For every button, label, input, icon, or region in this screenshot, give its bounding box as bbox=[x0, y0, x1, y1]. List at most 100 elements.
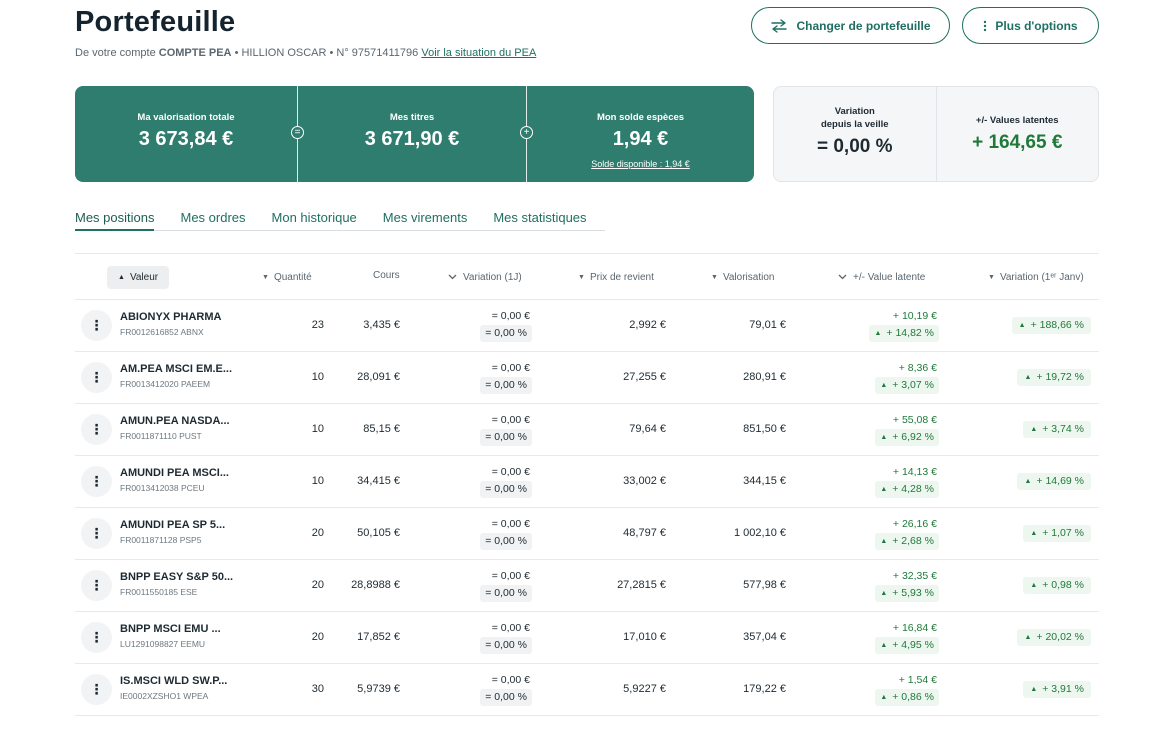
table-row[interactable]: ⋮ BNPP EASY S&P 50... FR0011550185 ESE 2… bbox=[75, 560, 1099, 612]
security-name[interactable]: AMUNDI PEA MSCI... bbox=[120, 467, 229, 479]
latent-value-eur: + 14,13 € bbox=[892, 466, 937, 478]
row-actions-icon[interactable]: ⋮ bbox=[81, 466, 112, 497]
more-options-label: Plus d'options bbox=[995, 18, 1078, 33]
ytd-variation-text: + 14,69 % bbox=[1036, 475, 1084, 487]
daily-variation-eur: = 0,00 € bbox=[491, 622, 530, 634]
latent-value-pct: ▲ + 4,28 % bbox=[875, 481, 939, 498]
sort-down-icon: ▼ bbox=[578, 273, 585, 281]
cost-price-cell: 5,9227 € bbox=[623, 683, 666, 695]
quantity-cell: 20 bbox=[311, 579, 324, 591]
triangle-up-icon: ▲ bbox=[880, 538, 888, 545]
table-row[interactable]: ⋮ AMUN.PEA NASDA... FR0011871110 PUST 10… bbox=[75, 404, 1099, 456]
security-name[interactable]: BNPP MSCI EMU ... bbox=[120, 623, 221, 635]
column-prix-label: Prix de revient bbox=[589, 271, 654, 283]
total-valuation-value: 3 673,84 € bbox=[138, 128, 234, 150]
latent-value-pct: ▲ + 14,82 % bbox=[869, 325, 939, 342]
chevron-down-icon bbox=[448, 274, 457, 280]
triangle-up-icon: ▲ bbox=[880, 590, 888, 597]
sort-up-icon: ▲ bbox=[118, 273, 125, 281]
swap-arrows-icon bbox=[771, 18, 788, 33]
security-name[interactable]: BNPP EASY S&P 50... bbox=[120, 571, 234, 583]
ytd-variation-pct: ▲ + 19,72 % bbox=[1017, 369, 1091, 386]
latent-value-pct: ▲ + 4,95 % bbox=[875, 637, 939, 654]
triangle-up-icon: ▲ bbox=[880, 486, 888, 493]
titles-valuation: = Mes titres 3 671,90 € bbox=[291, 86, 526, 182]
security-isin: FR0011871128 PSP5 bbox=[120, 535, 202, 545]
security-isin: FR0013412038 PCEU bbox=[120, 483, 205, 493]
subtitle-prefix: De votre compte bbox=[75, 47, 156, 59]
table-row[interactable]: ⋮ IS.MSCI WLD SW.P... IE0002XZSHO1 WPEA … bbox=[75, 664, 1099, 716]
tab-positions[interactable]: Mes positions bbox=[75, 210, 155, 231]
cash-value: 1,94 € bbox=[612, 128, 669, 150]
column-header-variation-1j[interactable]: Variation (1J) bbox=[448, 254, 522, 300]
tab-transfers[interactable]: Mes virements bbox=[382, 210, 468, 225]
column-header-variation-janv[interactable]: ▼ Variation (1ᵉʳ Janv) bbox=[988, 254, 1084, 300]
latent-value-cell: + 32,35 € ▲ + 5,93 % bbox=[875, 569, 939, 602]
daily-variation-eur: = 0,00 € bbox=[491, 310, 530, 322]
column-header-valorisation[interactable]: ▼ Valorisation bbox=[711, 254, 774, 300]
column-header-prix-revient[interactable]: ▼ Prix de revient bbox=[578, 254, 654, 300]
triangle-up-icon: ▲ bbox=[1024, 478, 1032, 485]
daily-variation-cell: = 0,00 € = 0,00 % bbox=[480, 517, 532, 550]
ytd-variation-pct: ▲ + 3,91 % bbox=[1023, 681, 1091, 698]
table-row[interactable]: ⋮ ABIONYX PHARMA FR0012616852 ABNX 23 3,… bbox=[75, 300, 1099, 352]
table-row[interactable]: ⋮ AM.PEA MSCI EM.E... FR0013412020 PAEEM… bbox=[75, 352, 1099, 404]
cost-price-cell: 27,2815 € bbox=[617, 579, 666, 591]
daily-variation-cell: = 0,00 € = 0,00 % bbox=[480, 361, 532, 394]
column-variation-1j-label: Variation (1J) bbox=[463, 271, 522, 283]
security-name[interactable]: ABIONYX PHARMA bbox=[120, 311, 222, 323]
security-name[interactable]: AMUN.PEA NASDA... bbox=[120, 415, 230, 427]
ytd-variation-cell: ▲ + 19,72 % bbox=[1017, 368, 1091, 386]
table-row[interactable]: ⋮ BNPP MSCI EMU ... LU1291098827 EEMU 20… bbox=[75, 612, 1099, 664]
security-name[interactable]: AMUNDI PEA SP 5... bbox=[120, 519, 226, 531]
row-actions-icon[interactable]: ⋮ bbox=[81, 414, 112, 445]
daily-variation-pct: = 0,00 % bbox=[480, 481, 532, 498]
row-actions-icon[interactable]: ⋮ bbox=[81, 310, 112, 341]
cost-price-cell: 79,64 € bbox=[629, 423, 666, 435]
ytd-variation-text: + 188,66 % bbox=[1030, 319, 1084, 331]
latent-value-pct: ▲ + 5,93 % bbox=[875, 585, 939, 602]
triangle-up-icon: ▲ bbox=[1030, 426, 1038, 433]
security-isin: LU1291098827 EEMU bbox=[120, 639, 206, 649]
row-actions-icon[interactable]: ⋮ bbox=[81, 674, 112, 705]
latent-values-label: +/- Values latentes bbox=[975, 115, 1059, 126]
tab-statistics[interactable]: Mes statistiques bbox=[493, 210, 587, 225]
chevron-down-icon bbox=[838, 274, 847, 280]
ytd-variation-cell: ▲ + 0,98 % bbox=[1023, 576, 1091, 594]
valuation-cell: 1 002,10 € bbox=[734, 527, 786, 539]
latent-value-pct-text: + 5,93 % bbox=[892, 587, 934, 599]
available-balance-link[interactable]: Solde disponible : 1,94 € bbox=[591, 159, 690, 169]
table-row[interactable]: ⋮ AMUNDI PEA SP 5... FR0011871128 PSP5 2… bbox=[75, 508, 1099, 560]
daily-variation-eur: = 0,00 € bbox=[491, 362, 530, 374]
security-isin: FR0012616852 ABNX bbox=[120, 327, 204, 337]
security-name[interactable]: IS.MSCI WLD SW.P... bbox=[120, 675, 228, 687]
quantity-cell: 20 bbox=[311, 631, 324, 643]
price-cell: 50,105 € bbox=[357, 527, 400, 539]
triangle-up-icon: ▲ bbox=[1018, 322, 1026, 329]
column-header-valeur[interactable]: ▲ Valeur bbox=[107, 254, 170, 300]
change-portfolio-button[interactable]: Changer de portefeuille bbox=[751, 7, 950, 44]
latent-value-pct: ▲ + 0,86 % bbox=[875, 689, 939, 706]
security-name[interactable]: AM.PEA MSCI EM.E... bbox=[120, 363, 233, 375]
security-isin: FR0013412020 PAEEM bbox=[120, 379, 211, 389]
table-row[interactable]: ⋮ AMUNDI PEA MSCI... FR0013412038 PCEU 1… bbox=[75, 456, 1099, 508]
daily-variation-eur: = 0,00 € bbox=[491, 414, 530, 426]
row-actions-icon[interactable]: ⋮ bbox=[81, 518, 112, 549]
column-header-value-latente[interactable]: +/- Value latente bbox=[838, 254, 925, 300]
tab-history[interactable]: Mon historique bbox=[271, 210, 357, 225]
column-header-cours[interactable]: Cours bbox=[373, 252, 400, 298]
row-actions-icon[interactable]: ⋮ bbox=[81, 570, 112, 601]
more-options-button[interactable]: Plus d'options bbox=[962, 7, 1099, 44]
ytd-variation-text: + 20,02 % bbox=[1036, 631, 1084, 643]
latent-value-pct-text: + 2,68 % bbox=[892, 535, 934, 547]
column-header-quantite[interactable]: ▼ Quantité bbox=[262, 254, 312, 300]
vertical-dots-icon bbox=[984, 20, 987, 31]
row-actions-icon[interactable]: ⋮ bbox=[81, 362, 112, 393]
daily-variation-cell: = 0,00 € = 0,00 % bbox=[480, 621, 532, 654]
ytd-variation-pct: ▲ + 14,69 % bbox=[1017, 473, 1091, 490]
tab-orders[interactable]: Mes ordres bbox=[180, 210, 246, 225]
valuation-cell: 851,50 € bbox=[743, 423, 786, 435]
row-actions-icon[interactable]: ⋮ bbox=[81, 622, 112, 653]
daily-variation-pct: = 0,00 % bbox=[480, 377, 532, 394]
pea-situation-link[interactable]: Voir la situation du PEA bbox=[421, 47, 537, 59]
